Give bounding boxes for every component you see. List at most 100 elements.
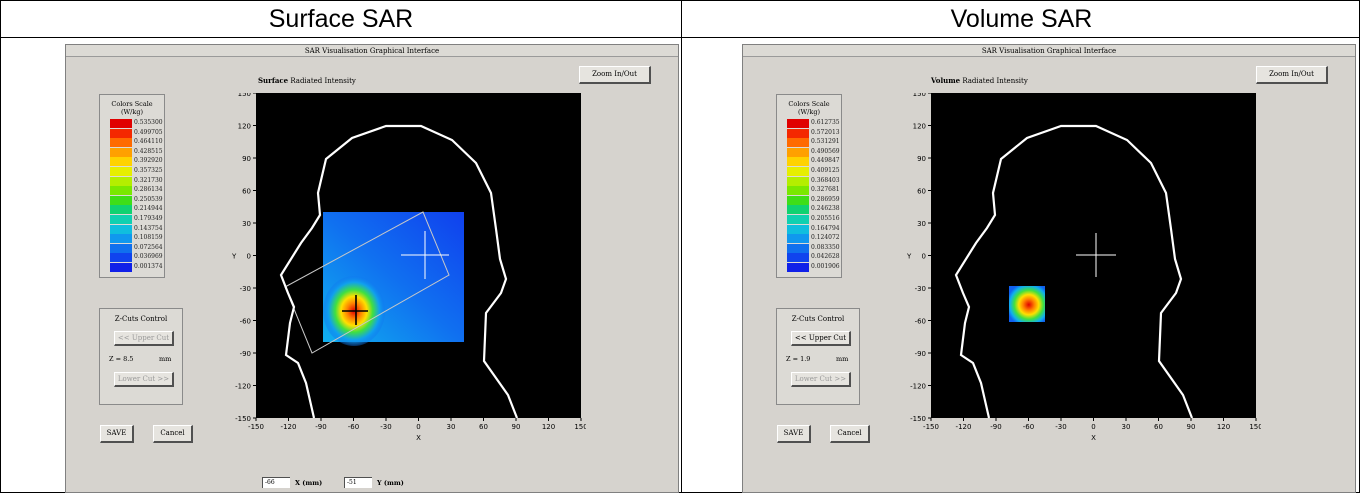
device-outline [284,211,450,354]
scale-swatch [787,128,809,138]
scale-label: 0.392920 [134,157,163,165]
plot-subtitle: Radiated Intensity [290,77,356,85]
zoom-button[interactable]: Zoom In/Out [1256,66,1328,84]
y-tick-label: -120 [235,383,251,391]
scale-label: 0.179349 [134,215,163,222]
scale-label: 0.449847 [811,157,840,165]
upper-cut-button[interactable]: << Upper Cut [791,331,851,346]
y-tick-label: 30 [917,220,926,228]
x-tick-label: -30 [1055,423,1066,431]
y-tick-label: 60 [242,188,251,196]
scale-label: 0.286959 [811,195,840,203]
scale-swatch [110,224,132,234]
x-tick-label: -150 [248,423,264,431]
save-button[interactable]: SAVE [100,425,134,443]
y-tick-label: -150 [235,415,251,423]
column-header-volume: Volume SAR [682,1,1360,38]
scale-label: 0.368403 [811,176,840,184]
scale-swatch [110,215,132,224]
scale-swatch [787,176,809,186]
scale-swatch [110,243,132,253]
y-coordinate-field[interactable]: -51 [344,477,372,488]
scale-swatch [110,138,132,148]
save-button[interactable]: SAVE [777,425,811,443]
scale-label: 0.036969 [134,253,163,261]
zoom-button[interactable]: Zoom In/Out [579,66,651,84]
x-tick-label: 90 [512,423,521,431]
z-cuts-control: Z-Cuts Control << Upper Cut Z = 8.5 mm Lo… [99,308,183,405]
y-tick-label: 150 [238,93,251,98]
scale-label: 0.083350 [811,243,840,251]
y-coordinate-label: Y (mm) [377,479,404,487]
plot-caption: Surface Radiated Intensity [258,76,356,85]
volume-sar-window: SAR Visualisation Graphical Interface Vo… [742,44,1356,493]
x-tick-label: -90 [315,423,326,431]
x-tick-label: 120 [542,423,555,431]
scale-swatch [787,195,809,205]
scale-label: 0.164794 [811,224,840,232]
x-tick-label: 150 [574,423,586,431]
z-value-readout: Z = 1.9 mm [786,355,849,363]
column-divider [681,1,682,493]
scale-label: 0.409125 [811,167,840,174]
scale-swatch [787,263,809,272]
cancel-button[interactable]: Cancel [830,425,870,443]
scale-label: 0.246238 [811,205,840,213]
scale-label: 0.464110 [134,138,163,146]
y-tick-label: 90 [917,155,926,163]
y-tick-label: 30 [242,220,251,228]
lower-cut-button[interactable]: Lower Cut >> [114,372,174,387]
plot-kind: Surface [258,76,289,85]
x-tick-label: 0 [1091,423,1095,431]
x-tick-label: 150 [1249,423,1261,431]
scale-swatch [110,186,132,196]
plot-kind: Volume [931,76,961,85]
window-title: SAR Visualisation Graphical Interface [66,45,678,57]
y-tick-label: -150 [910,415,926,423]
scale-swatch [787,138,809,148]
column-header-surface: Surface SAR [1,1,681,38]
x-tick-label: 30 [447,423,456,431]
scale-swatch [787,205,809,215]
scale-label: 0.531291 [811,138,840,146]
y-tick-label: -90 [915,350,926,358]
y-tick-label: -30 [915,285,926,293]
x-tick-label: -60 [1023,423,1034,431]
scale-label: 0.535300 [134,119,163,126]
window-title: SAR Visualisation Graphical Interface [743,45,1355,57]
x-tick-label: 0 [416,423,420,431]
scale-swatch [110,119,132,128]
scale-swatch [787,234,809,244]
y-tick-label: 0 [247,253,251,261]
scale-label: 0.214944 [134,205,163,213]
cancel-button[interactable]: Cancel [153,425,193,443]
scale-label: 0.357325 [134,167,163,174]
x-coordinate-field[interactable]: -66 [262,477,290,488]
x-tick-label: -60 [348,423,359,431]
sar-plot-surface: -150 -120 -90 -60 -30 0 30 60 90 120 150 150 120 90 60… [231,93,586,442]
scale-label: 0.286134 [134,186,163,194]
scale-swatch [787,253,809,263]
color-scale-legend: Colors Scale (W/kg) 0.535300 0.499705 0.464… [99,94,165,278]
lower-cut-button[interactable]: Lower Cut >> [791,372,851,387]
scale-swatch [110,128,132,138]
sar-hotspot [1009,286,1045,322]
x-tick-label: -30 [380,423,391,431]
legend-title: Colors Scale (W/kg) [111,100,153,116]
upper-cut-button[interactable]: << Upper Cut [114,331,174,346]
scale-swatch [110,253,132,263]
scale-swatch [110,263,132,272]
y-axis-label: Y [231,253,237,261]
scale-swatch [110,147,132,157]
x-axis-label: X [1091,434,1096,442]
head-outline [279,124,519,419]
z-value-readout: Z = 8.5 mm [109,355,172,363]
y-tick-label: -60 [915,318,926,326]
plot-caption: Volume Radiated Intensity [931,76,1028,85]
y-tick-label: 120 [913,123,926,131]
x-axis-label: X [416,434,421,442]
max-crosshair [342,295,368,325]
x-tick-label: 90 [1187,423,1196,431]
y-tick-label: -30 [240,285,251,293]
y-tick-label: 60 [917,188,926,196]
